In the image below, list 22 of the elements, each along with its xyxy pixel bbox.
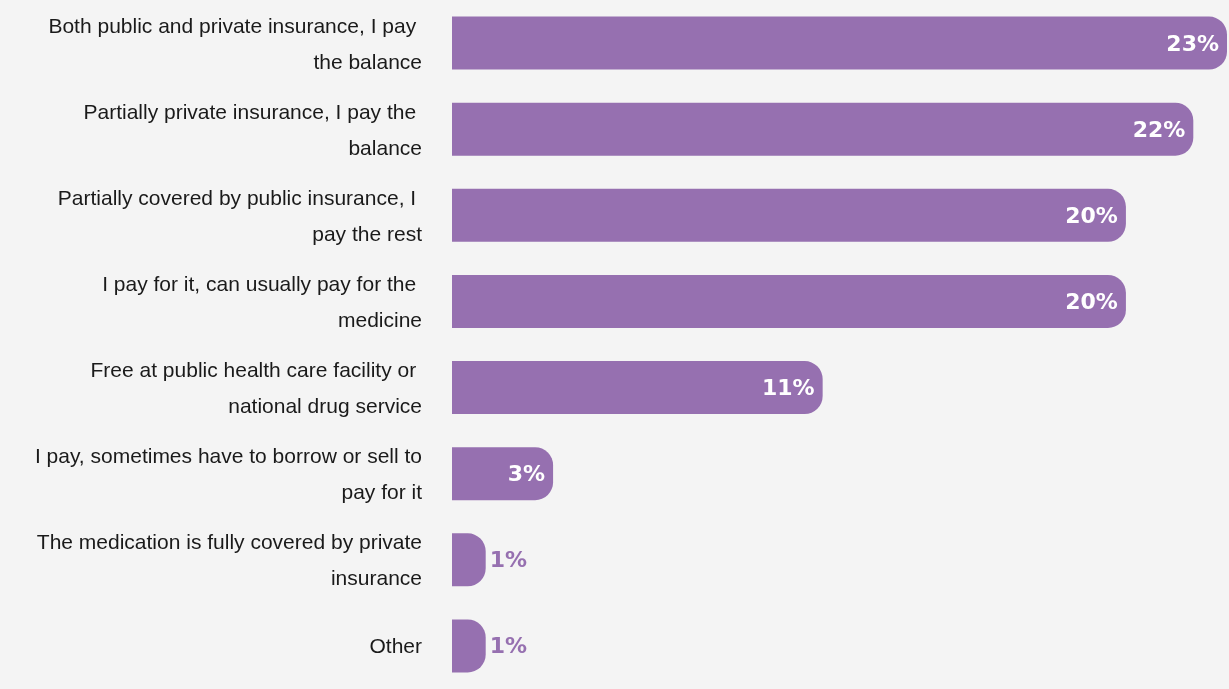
y-tick-label: Other xyxy=(369,634,422,658)
y-tick-label: Partially covered by public insurance, I pay the rest xyxy=(57,185,423,245)
data-label: 22% xyxy=(1132,116,1186,142)
bar xyxy=(452,447,554,501)
data-label: 20% xyxy=(1065,202,1118,228)
data-label: 3% xyxy=(507,461,546,487)
data-label: 11% xyxy=(761,375,815,401)
data-label: 23% xyxy=(1166,30,1219,56)
data-label: 1% xyxy=(489,547,528,573)
bar xyxy=(452,188,1126,242)
bar xyxy=(452,16,1227,70)
bar xyxy=(452,361,823,415)
data-label: 20% xyxy=(1065,288,1118,314)
y-tick-label: Partially private insurance, I pay the balance xyxy=(83,99,422,159)
y-tick-label: I pay for it, can usually pay for the medicine xyxy=(102,271,422,331)
data-label: 1% xyxy=(489,633,528,659)
bar xyxy=(452,274,1126,328)
y-tick-label: I pay, sometimes have to borrow or sell to pay for it xyxy=(34,444,423,504)
bar xyxy=(452,102,1194,156)
y-tick-label: The medication is fully covered by private insurance xyxy=(36,530,422,590)
y-tick-label: Both public and private insurance, I pay the balance xyxy=(48,13,422,73)
y-tick-label: Free at public health care facility or national drug service xyxy=(90,358,422,418)
